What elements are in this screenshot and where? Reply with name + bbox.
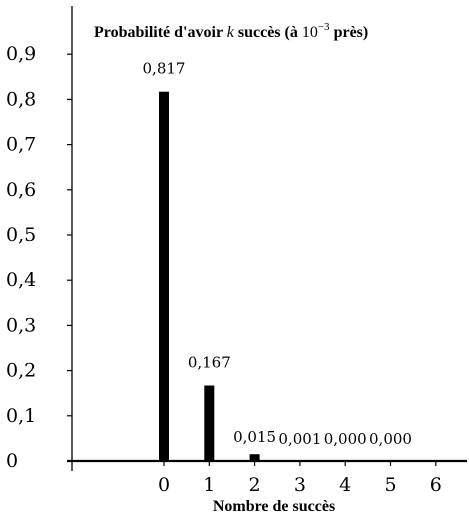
bar-value-label: 0,015 <box>233 428 276 446</box>
x-axis: 0 1 2 3 4 5 6 <box>67 459 467 496</box>
x-tick-label: 0 <box>158 474 170 496</box>
title-part-before: Probabilité d'avoir <box>94 24 227 41</box>
y-tick-label: 0,9 <box>6 43 36 65</box>
y-axis: 0 0,1 0,2 0,3 0,4 0,5 0,6 0,7 0,8 0,9 <box>6 6 73 472</box>
title-part-base: 10 <box>302 24 318 41</box>
title-part-after: près) <box>330 24 369 41</box>
chart-title: Probabilité d'avoir k succès (à 10−3 prè… <box>94 21 368 41</box>
bar-value-label: 0,167 <box>188 354 231 372</box>
bar <box>249 454 260 461</box>
x-tick-label: 5 <box>384 474 396 496</box>
title-part-exponent: −3 <box>318 21 330 33</box>
bar-value-label: 0,000 <box>324 430 367 448</box>
bar <box>204 385 215 461</box>
x-tick-label: 2 <box>249 474 261 496</box>
x-tick-label: 4 <box>339 474 351 496</box>
y-tick-label: 0,8 <box>6 88 36 110</box>
bar-value-label: 0,000 <box>369 430 412 448</box>
y-tick-label: 0,7 <box>6 134 36 156</box>
y-tick-label: 0,5 <box>6 224 36 246</box>
x-tick-label: 1 <box>203 474 215 496</box>
title-part-var: k <box>227 24 235 41</box>
title-part-middle: succès (à <box>234 24 302 41</box>
bar-value-label: 0,001 <box>278 430 321 448</box>
bars <box>159 91 305 461</box>
bar-value-label: 0,817 <box>143 60 186 78</box>
y-tick-label: 0,1 <box>6 405 36 427</box>
y-tick-label: 0 <box>6 450 18 472</box>
y-tick-label: 0,3 <box>6 314 36 336</box>
y-tick-label: 0,6 <box>6 179 36 201</box>
x-tick-label: 3 <box>294 474 306 496</box>
x-tick-label: 6 <box>430 474 442 496</box>
bar <box>159 91 169 461</box>
x-axis-label: Nombre de succès <box>213 498 335 515</box>
y-tick-label: 0,2 <box>6 360 36 382</box>
y-tick-label: 0,4 <box>6 269 36 291</box>
